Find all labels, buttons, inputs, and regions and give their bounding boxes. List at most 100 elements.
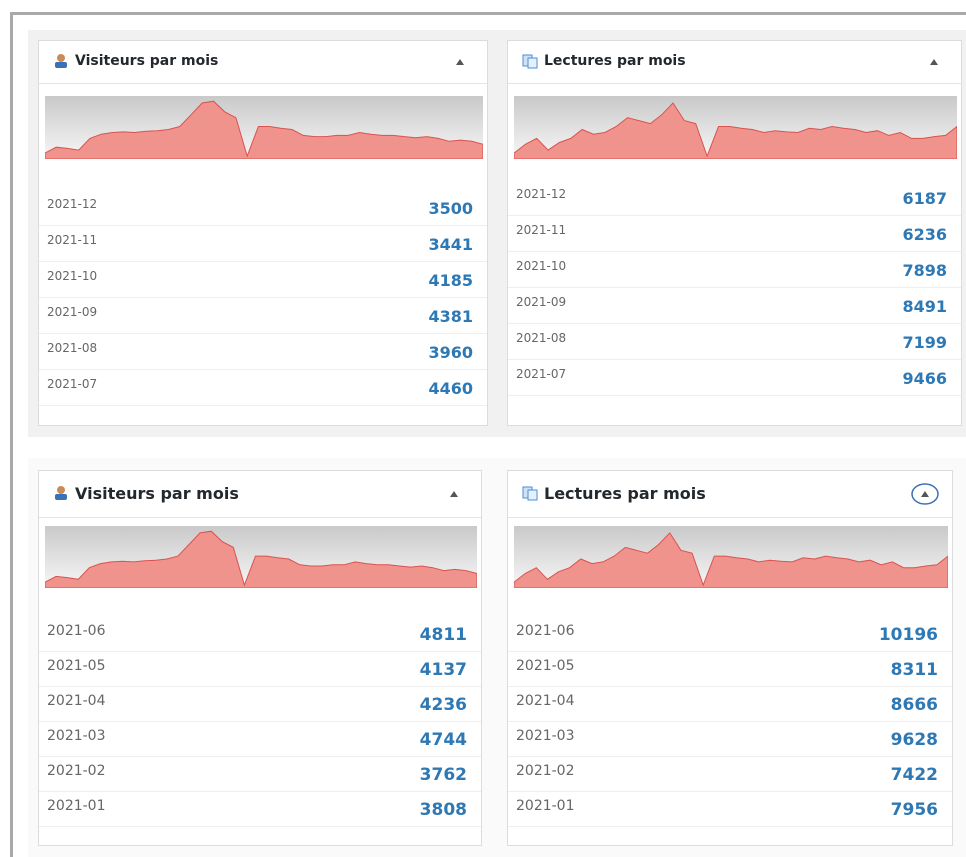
table-row: 2021-03 4744 [39,721,481,757]
table-row: 2021-11 6236 [508,215,961,252]
widget-icon [522,486,538,501]
table-row: 2021-08 3960 [39,333,487,370]
table-row: 2021-09 4381 [39,297,487,334]
widget-title: Visiteurs par mois [75,53,219,69]
row-date: 2021-11 [516,223,567,237]
toggle-button[interactable] [910,482,940,506]
row-value: 4137 [419,660,467,680]
widget-header: Lectures par mois [508,41,961,84]
icon-head [57,54,65,62]
row-value: 4460 [428,379,473,398]
table-row: 2021-12 3500 [39,189,487,226]
toggle-button[interactable] [439,482,469,506]
row-value: 7898 [902,261,947,280]
widget: Lectures par mois 2021-06 10196 2021-05 8311… [507,470,953,846]
row-date: 2021-07 [516,367,567,381]
row-value: 3762 [419,765,467,785]
row-value: 9628 [890,730,938,750]
widget-title: Lectures par mois [544,53,686,69]
row-value: 3808 [419,800,467,820]
sparkline [514,96,957,159]
icon-body [55,62,67,68]
sparkline [514,526,948,588]
icon-head [57,486,65,494]
table-row: 2021-02 7422 [508,756,952,792]
row-value: 6236 [902,225,947,244]
widget-icon [55,486,67,500]
row-date: 2021-03 [516,727,575,744]
sparkline-area [45,530,477,588]
toggle-arrow [456,59,464,65]
sparkline-area [514,532,948,588]
widget-header: Visiteurs par mois [39,471,481,518]
row-date: 2021-09 [516,295,567,309]
toggle-arrow [930,59,938,65]
table-row: 2021-06 10196 [508,616,952,652]
row-date: 2021-03 [47,727,106,744]
row-date: 2021-04 [516,692,575,709]
toggle-arrow [450,491,458,497]
table-row: 2021-02 3762 [39,756,481,792]
row-value: 9466 [902,369,947,388]
sparkline [45,96,483,159]
row-value: 3960 [428,343,473,362]
frame [10,12,966,857]
row-date: 2021-07 [47,377,98,391]
widget-icon [55,54,67,68]
row-value: 3500 [428,199,473,218]
row-date: 2021-09 [47,305,98,319]
table-row: 2021-07 4460 [39,369,487,406]
table-row: 2021-05 8311 [508,651,952,687]
row-date: 2021-02 [47,762,106,779]
table-row: 2021-04 4236 [39,686,481,722]
table-row: 2021-10 4185 [39,261,487,298]
row-value: 10196 [878,625,938,645]
widget-header: Lectures par mois [508,471,952,518]
table-row: 2021-03 9628 [508,721,952,757]
widget-icon [522,54,538,69]
row-value: 4236 [419,695,467,715]
row-date: 2021-06 [47,622,106,639]
row-date: 2021-08 [47,341,98,355]
row-date: 2021-12 [516,187,567,201]
table-row: 2021-01 7956 [508,791,952,827]
table-row: 2021-07 9466 [508,359,961,396]
table-row: 2021-09 8491 [508,287,961,324]
table-row: 2021-11 3441 [39,225,487,262]
table-row: 2021-12 6187 [508,179,961,216]
widget: Lectures par mois 2021-12 6187 2021-11 6236 2… [507,40,962,426]
icon-page [527,57,538,69]
table-row: 2021-04 8666 [508,686,952,722]
widget: Visiteurs par mois 2021-12 3500 2021-11 3441… [38,40,488,426]
row-date: 2021-06 [516,622,575,639]
table-row: 2021-08 7199 [508,323,961,360]
sparkline-area [514,102,957,159]
widget-title: Lectures par mois [544,484,706,503]
row-date: 2021-10 [516,259,567,273]
row-date: 2021-02 [516,762,575,779]
row-date: 2021-08 [516,331,567,345]
row-date: 2021-10 [47,269,98,283]
row-date: 2021-05 [47,657,106,674]
toggle-button[interactable] [445,50,475,74]
table-row: 2021-10 7898 [508,251,961,288]
sparkline [45,526,477,588]
icon-page [527,489,538,501]
row-value: 4744 [419,730,467,750]
row-date: 2021-01 [516,797,575,814]
row-value: 4811 [419,625,467,645]
row-value: 6187 [902,189,947,208]
toggle-button[interactable] [919,50,949,74]
row-date: 2021-11 [47,233,98,247]
row-value: 8491 [902,297,947,316]
row-value: 4381 [428,307,473,326]
row-value: 7956 [890,800,938,820]
row-date: 2021-01 [47,797,106,814]
row-value: 3441 [428,235,473,254]
table-row: 2021-01 3808 [39,791,481,827]
row-value: 7199 [902,333,947,352]
table-row: 2021-05 4137 [39,651,481,687]
widget: Visiteurs par mois 2021-06 4811 2021-05 4137… [38,470,482,846]
widget-header: Visiteurs par mois [39,41,487,84]
icon-body [55,494,67,500]
